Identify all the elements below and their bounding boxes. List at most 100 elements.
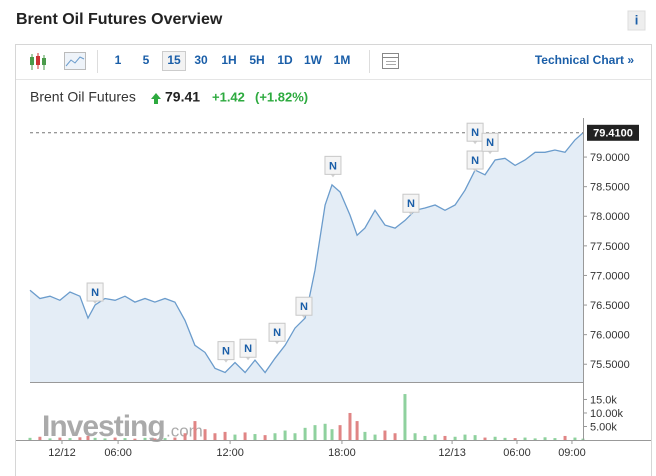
candle-icon[interactable] xyxy=(30,53,46,70)
news-marker[interactable] xyxy=(239,338,257,358)
news-marker-label[interactable]: N xyxy=(329,160,337,172)
technical-chart-link[interactable]: Technical Chart » xyxy=(535,53,634,67)
volume-bar xyxy=(338,425,342,440)
volume-bar xyxy=(78,437,82,440)
news-marker[interactable] xyxy=(268,322,286,342)
volume-bar xyxy=(363,431,367,440)
interval-button[interactable]: 30 xyxy=(194,53,208,67)
volume-bar xyxy=(253,434,257,440)
volume-bar xyxy=(503,437,507,440)
news-marker[interactable] xyxy=(481,132,499,152)
volume-bar xyxy=(453,436,457,440)
area-icon[interactable] xyxy=(64,52,86,70)
volume-bar xyxy=(533,438,537,440)
y-tick-label: 76.0000 xyxy=(590,330,630,342)
table-icon[interactable] xyxy=(382,53,399,69)
volume-bar xyxy=(113,437,117,440)
volume-bar xyxy=(403,394,407,440)
y-tick-label: 78.5000 xyxy=(590,182,630,194)
volume-bar xyxy=(443,435,447,440)
volume-bar xyxy=(323,423,327,440)
news-marker-label[interactable]: N xyxy=(244,343,252,355)
volume-bar xyxy=(523,437,527,440)
quote-name: Brent Oil Futures xyxy=(30,89,136,105)
news-marker[interactable] xyxy=(86,282,104,302)
x-tick-label: 12/12 xyxy=(48,447,76,459)
volume-bar xyxy=(153,438,157,440)
y-tick-label: 79.0000 xyxy=(590,152,630,164)
news-marker-label[interactable]: N xyxy=(273,327,281,339)
interval-button[interactable]: 1H xyxy=(221,53,236,67)
volume-bar xyxy=(563,435,567,440)
info-button[interactable] xyxy=(627,10,646,31)
volume-bar xyxy=(330,429,334,440)
volume-bar xyxy=(293,433,297,440)
news-marker[interactable] xyxy=(295,296,313,316)
volume-bar xyxy=(303,427,307,440)
y2-tick-label: 15.0k xyxy=(590,394,617,406)
volume-bar xyxy=(263,435,267,440)
news-marker-label[interactable]: N xyxy=(486,137,494,149)
volume-bar xyxy=(383,430,387,440)
x-tick-label: 06:00 xyxy=(104,447,132,459)
news-marker-label[interactable]: N xyxy=(91,287,99,299)
quote-change-percent: (+1.82%) xyxy=(255,89,308,104)
volume-bar xyxy=(233,434,237,440)
volume-bar xyxy=(348,412,352,440)
volume-bar xyxy=(355,421,359,440)
volume-bar xyxy=(513,438,517,440)
news-marker[interactable] xyxy=(466,122,484,142)
news-marker-label[interactable]: N xyxy=(222,346,230,358)
volume-bar xyxy=(163,438,167,440)
volume-bar xyxy=(283,430,287,440)
volume-bar xyxy=(483,437,487,440)
info-label[interactable]: i xyxy=(635,12,639,27)
volume-bar xyxy=(273,433,277,440)
news-marker-label[interactable]: N xyxy=(471,127,479,139)
volume-bar xyxy=(93,437,97,440)
quote-price: 79.41 xyxy=(165,89,200,105)
y-tick-label: 77.0000 xyxy=(590,270,630,282)
x-tick-label: 09:00 xyxy=(558,447,586,459)
interval-button[interactable]: 1W xyxy=(304,53,323,67)
interval-button[interactable]: 1 xyxy=(115,53,122,67)
quote-change: +1.42 xyxy=(212,89,245,104)
interval-button[interactable]: 5H xyxy=(249,53,264,67)
volume-bar xyxy=(313,425,317,440)
news-marker[interactable] xyxy=(217,341,235,361)
volume-bar xyxy=(133,438,137,440)
panel xyxy=(15,44,652,476)
volume-bar xyxy=(68,438,72,440)
y-tick-label: 78.0000 xyxy=(590,211,630,223)
x-tick-label: 12:00 xyxy=(216,447,244,459)
news-marker[interactable] xyxy=(402,193,420,213)
news-marker-label[interactable]: N xyxy=(300,301,308,313)
interval-button[interactable]: 1M xyxy=(334,53,351,67)
y-tick-label: 76.5000 xyxy=(590,300,630,312)
volume-bar xyxy=(86,435,90,440)
interval-active[interactable] xyxy=(162,51,186,71)
area-fill xyxy=(30,132,583,382)
volume-bar xyxy=(103,438,107,440)
volume-bar xyxy=(58,437,62,440)
volume-bar xyxy=(48,438,52,440)
interval-button[interactable]: 15 xyxy=(167,53,181,67)
volume-bar xyxy=(28,437,32,440)
news-marker[interactable] xyxy=(324,155,342,175)
y-tick-label: 77.5000 xyxy=(590,241,630,253)
volume-bar xyxy=(193,421,197,440)
plot: Investing .com75.500076.000076.500077.000… xyxy=(16,118,651,459)
y2-tick-label: 5.00k xyxy=(590,421,617,433)
volume-bar xyxy=(143,437,147,440)
interval-button[interactable]: 5 xyxy=(143,53,150,67)
news-marker[interactable] xyxy=(466,150,484,170)
news-marker-label[interactable]: N xyxy=(471,155,479,167)
y2-tick-label: 10.00k xyxy=(590,408,624,420)
title: Brent Oil Futures Overview xyxy=(16,11,223,28)
interval-button[interactable]: 1D xyxy=(277,53,293,67)
volume-bar xyxy=(553,438,557,440)
news-marker-label[interactable]: N xyxy=(407,198,415,210)
x-tick-label: 12/13 xyxy=(438,447,466,459)
volume-bar xyxy=(463,434,467,440)
